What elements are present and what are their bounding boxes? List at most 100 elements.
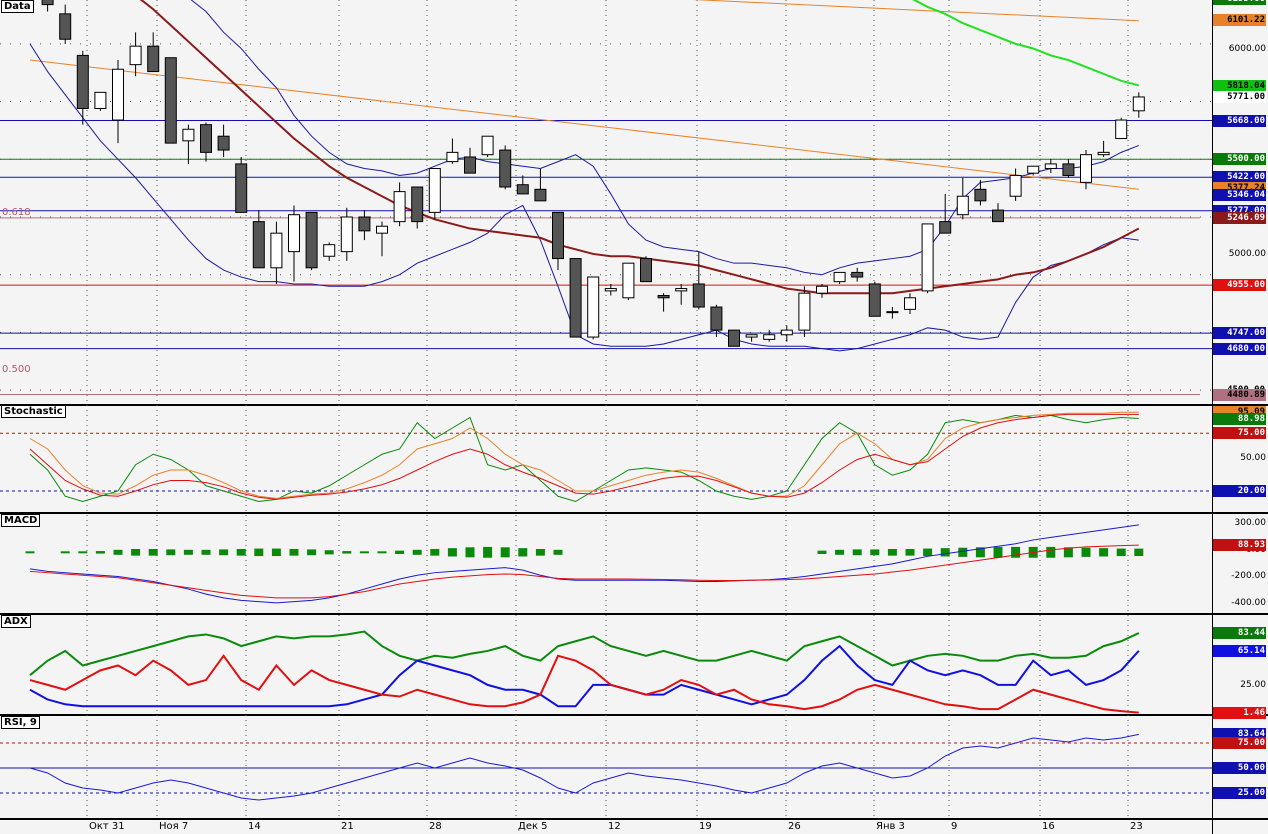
bollinger-lower-line — [29, 43, 1139, 352]
candle — [464, 156, 476, 174]
moving-average-line — [139, 0, 1140, 295]
candle — [164, 57, 177, 144]
candle — [94, 91, 107, 110]
candle — [552, 211, 564, 260]
candle — [516, 184, 529, 195]
candle — [270, 232, 283, 269]
candle — [340, 216, 353, 253]
x-axis-label: 26 — [788, 821, 801, 832]
macd-histogram-bar — [447, 548, 457, 557]
macd-histogram-bar — [359, 551, 369, 554]
price-tag: 5500.00 — [1213, 153, 1266, 165]
macd-histogram-bar — [905, 548, 915, 556]
stoch-panel-bg — [0, 407, 1212, 512]
candle — [833, 271, 846, 283]
macd-histogram-bar — [131, 548, 141, 556]
candle — [112, 68, 124, 121]
candle — [745, 334, 758, 338]
macd-histogram-bar — [817, 550, 827, 554]
candle — [904, 297, 916, 310]
candle — [1080, 154, 1092, 183]
candle — [640, 258, 652, 283]
x-axis-label: Янв 3 — [876, 821, 905, 832]
macd-histogram-bar — [1011, 546, 1021, 558]
fib-label-618: 0.618 — [2, 207, 31, 218]
stochastic-panel-title[interactable]: Stochastic — [1, 405, 66, 418]
macd-histogram-bar — [113, 549, 123, 555]
candle — [129, 45, 142, 66]
stochastic-d-line — [29, 411, 1139, 499]
macd-histogram-bar — [852, 549, 862, 556]
macd-axis-label: 300.00 — [1234, 518, 1267, 528]
candle — [534, 188, 547, 202]
adx-panel-title[interactable]: ADX — [1, 615, 31, 628]
stochastic-tag: 75.00 — [1213, 427, 1266, 439]
stochastic-slow-line — [29, 413, 1139, 500]
adx-tag: 1.46 — [1213, 707, 1266, 719]
macd-panel-title[interactable]: MACD — [1, 514, 41, 527]
price-axis-label: 6000.00 — [1228, 44, 1266, 54]
candle — [76, 54, 89, 110]
candle — [921, 223, 934, 292]
candle — [728, 329, 740, 347]
macd-histogram-bar — [940, 548, 950, 557]
macd-histogram-bar — [25, 551, 35, 554]
macd-histogram-bar — [377, 551, 387, 554]
adx-tag: 83.44 — [1213, 627, 1266, 639]
moving-average-green-line — [912, 0, 1140, 87]
macd-axis-label: -200.00 — [1231, 571, 1266, 581]
candle — [59, 13, 72, 40]
candle — [1132, 96, 1145, 112]
rsi-panel-title[interactable]: RSI, 9 — [1, 716, 40, 729]
candle — [428, 168, 441, 213]
macd-signal-line — [29, 544, 1139, 599]
price-tag: 5818.04 — [1213, 80, 1266, 92]
macd-histogram-bar — [483, 546, 493, 558]
candle — [604, 288, 617, 292]
price-tag: 5422.00 — [1213, 171, 1266, 183]
x-axis-label: Окт 31 — [89, 821, 125, 832]
minus-di-line — [29, 654, 1139, 714]
macd-histogram-bar — [324, 550, 334, 555]
candle — [569, 258, 582, 338]
price-tag: 4680.00 — [1213, 343, 1266, 355]
stochastic-axis-label: 50.00 — [1240, 453, 1266, 463]
candle — [235, 163, 248, 213]
candle — [692, 283, 705, 308]
macd-histogram-bar — [219, 549, 229, 556]
macd-histogram-bar — [975, 547, 985, 558]
bollinger-upper-line — [190, 0, 1139, 276]
price-panel-title[interactable]: Data — [1, 0, 34, 13]
candle — [622, 262, 635, 299]
x-axis-label: Дек 5 — [518, 821, 548, 832]
macd-histogram-bar — [500, 547, 510, 558]
price-tag: 4955.00 — [1213, 279, 1266, 291]
price-tag: 6101.22 — [1213, 14, 1266, 26]
price-tag: 6195.00 — [1213, 0, 1266, 5]
candle — [323, 244, 336, 257]
candle — [1044, 163, 1057, 170]
trend-line — [29, 59, 1139, 190]
x-axis-label: 9 — [951, 821, 958, 832]
candle — [798, 292, 811, 331]
macd-histogram-bar — [993, 546, 1003, 558]
macd-histogram-bar — [887, 548, 897, 556]
candle — [41, 0, 54, 6]
macd-histogram-bar — [518, 548, 528, 557]
candle — [147, 45, 160, 73]
macd-histogram-bar — [342, 551, 352, 554]
candle — [1097, 151, 1110, 156]
candle — [1009, 174, 1022, 197]
rsi-tag: 50.00 — [1213, 762, 1266, 774]
macd-histogram-bar — [95, 551, 105, 554]
macd-tag: 88.93 — [1213, 539, 1266, 551]
macd-histogram-bar — [289, 548, 299, 556]
rsi-line — [29, 733, 1139, 801]
macd-histogram-bar — [870, 549, 880, 556]
candle — [992, 209, 1004, 223]
macd-histogram-bar — [78, 551, 88, 554]
macd-histogram-bar — [535, 548, 545, 556]
price-tag: 5668.00 — [1213, 115, 1266, 127]
macd-histogram-bar — [148, 548, 158, 556]
